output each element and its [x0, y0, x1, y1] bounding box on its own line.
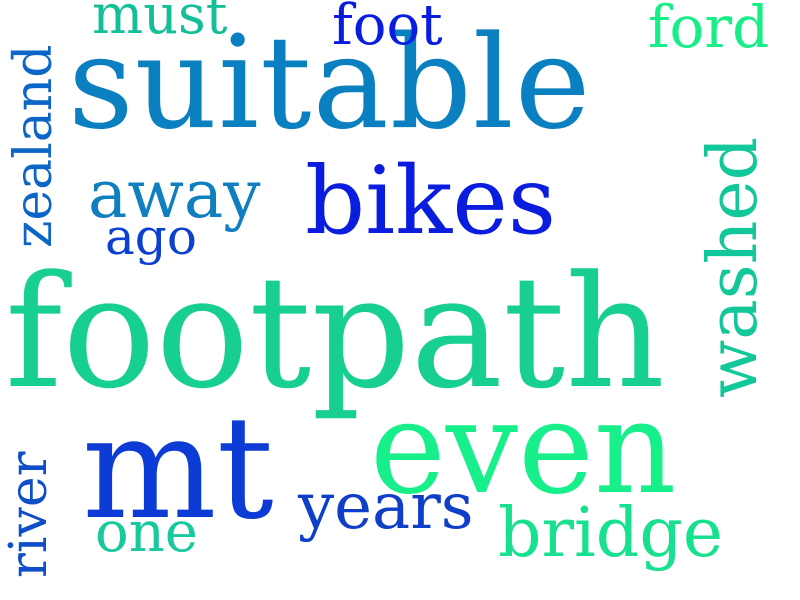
word-mt: mt	[82, 386, 274, 551]
word-foot: foot	[332, 0, 443, 58]
word-washed: washed	[694, 136, 773, 398]
word-ago: ago	[105, 208, 197, 266]
word-ford: ford	[648, 0, 770, 61]
word-bikes: bikes	[305, 147, 557, 256]
word-away: away	[88, 156, 261, 233]
word-must: must	[92, 0, 228, 46]
word-even: even	[370, 374, 677, 523]
word-one: one	[95, 500, 198, 565]
word-bridge: bridge	[498, 494, 724, 573]
word-footpath: footpath	[5, 242, 666, 423]
word-zealand: zealand	[4, 44, 64, 248]
word-suitable: suitable	[68, 9, 592, 158]
word-river: river	[0, 451, 59, 579]
word-years: years	[298, 470, 474, 544]
